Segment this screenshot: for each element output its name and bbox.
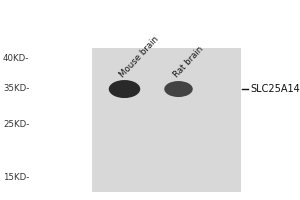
Text: SLC25A14: SLC25A14 xyxy=(250,84,300,94)
Bar xyxy=(92,48,242,192)
Text: Rat brain: Rat brain xyxy=(172,44,205,79)
Ellipse shape xyxy=(109,80,140,98)
Ellipse shape xyxy=(164,81,193,97)
Text: Mouse brain: Mouse brain xyxy=(118,34,160,79)
Text: 15KD-: 15KD- xyxy=(3,173,29,182)
Text: 25KD-: 25KD- xyxy=(3,120,29,129)
Text: 40KD-: 40KD- xyxy=(3,54,29,63)
Text: 35KD-: 35KD- xyxy=(3,84,29,93)
